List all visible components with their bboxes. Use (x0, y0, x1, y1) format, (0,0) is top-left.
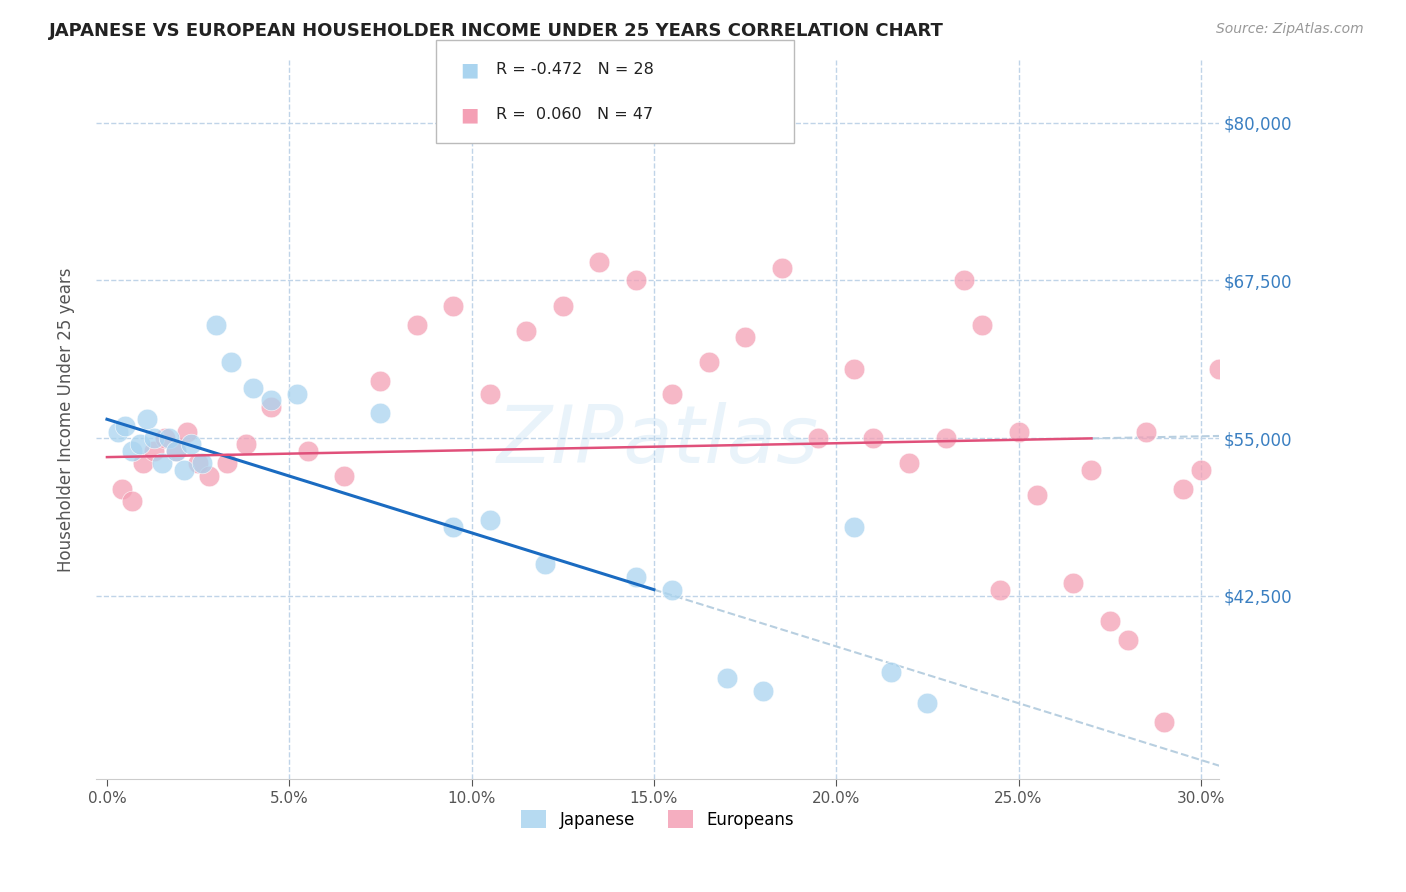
Point (219, 355, 242, 369)
Point (198, 469, 221, 483)
Point (770, 260, 793, 275)
Point (1208, 361, 1230, 376)
Point (173, 463, 195, 477)
Point (533, 558, 555, 572)
Point (107, 425, 129, 439)
Point (917, 696, 939, 710)
Point (114, 418, 136, 433)
Point (1153, 715, 1175, 730)
Text: ■: ■ (460, 61, 478, 79)
Point (880, 665, 903, 679)
Point (862, 431, 884, 445)
Point (165, 443, 187, 458)
Point (441, 299, 464, 313)
Text: Source: ZipAtlas.com: Source: ZipAtlas.com (1216, 22, 1364, 37)
Point (441, 519, 464, 533)
Point (807, 431, 830, 445)
Point (370, 406, 392, 420)
Point (697, 355, 720, 369)
Point (285, 387, 308, 401)
Point (1080, 463, 1102, 477)
Point (515, 324, 537, 338)
Point (953, 273, 976, 287)
Point (260, 400, 283, 414)
Point (143, 443, 166, 458)
Point (217, 457, 239, 471)
Point (1226, 457, 1249, 471)
Point (661, 582, 683, 597)
Point (478, 513, 501, 527)
Point (406, 318, 429, 332)
Legend: Japanese, Europeans: Japanese, Europeans (515, 804, 801, 835)
Point (551, 299, 574, 313)
Point (370, 375, 392, 389)
Text: R = -0.472   N = 28: R = -0.472 N = 28 (496, 62, 654, 78)
Point (128, 437, 150, 451)
Point (143, 431, 166, 445)
Point (235, 437, 257, 451)
Point (150, 457, 173, 471)
Text: R =  0.060   N = 47: R = 0.060 N = 47 (496, 107, 654, 122)
Point (1062, 576, 1084, 591)
Point (624, 273, 647, 287)
Point (190, 457, 212, 471)
Point (970, 318, 993, 332)
Point (121, 443, 143, 458)
Point (155, 431, 177, 445)
Point (661, 387, 683, 401)
Text: ZIPatlas: ZIPatlas (496, 401, 818, 480)
Point (110, 482, 132, 496)
Point (1189, 463, 1212, 477)
Point (205, 318, 228, 332)
Point (136, 412, 159, 426)
Point (242, 381, 264, 395)
Text: ■: ■ (460, 105, 478, 124)
Point (588, 254, 610, 268)
Point (988, 582, 1011, 597)
Point (734, 330, 756, 344)
Text: JAPANESE VS EUROPEAN HOUSEHOLDER INCOME UNDER 25 YEARS CORRELATION CHART: JAPANESE VS EUROPEAN HOUSEHOLDER INCOME … (49, 22, 943, 40)
Point (121, 494, 143, 508)
Point (132, 457, 155, 471)
Point (935, 431, 957, 445)
Point (624, 570, 647, 584)
Point (180, 437, 202, 451)
Point (844, 361, 866, 376)
Point (187, 457, 209, 471)
Point (478, 387, 501, 401)
Point (333, 469, 356, 483)
Point (1171, 482, 1194, 496)
Point (716, 671, 738, 685)
Point (176, 425, 198, 439)
Y-axis label: Householder Income Under 25 years: Householder Income Under 25 years (58, 267, 75, 572)
Point (1098, 614, 1121, 628)
Point (260, 393, 283, 408)
Point (165, 443, 187, 458)
Point (297, 443, 319, 458)
Point (1116, 633, 1139, 648)
Point (1135, 425, 1157, 439)
Point (752, 683, 775, 698)
Point (1007, 425, 1029, 439)
Point (898, 457, 921, 471)
Point (157, 431, 180, 445)
Point (1025, 488, 1047, 502)
Point (844, 519, 866, 533)
Point (1244, 469, 1267, 483)
